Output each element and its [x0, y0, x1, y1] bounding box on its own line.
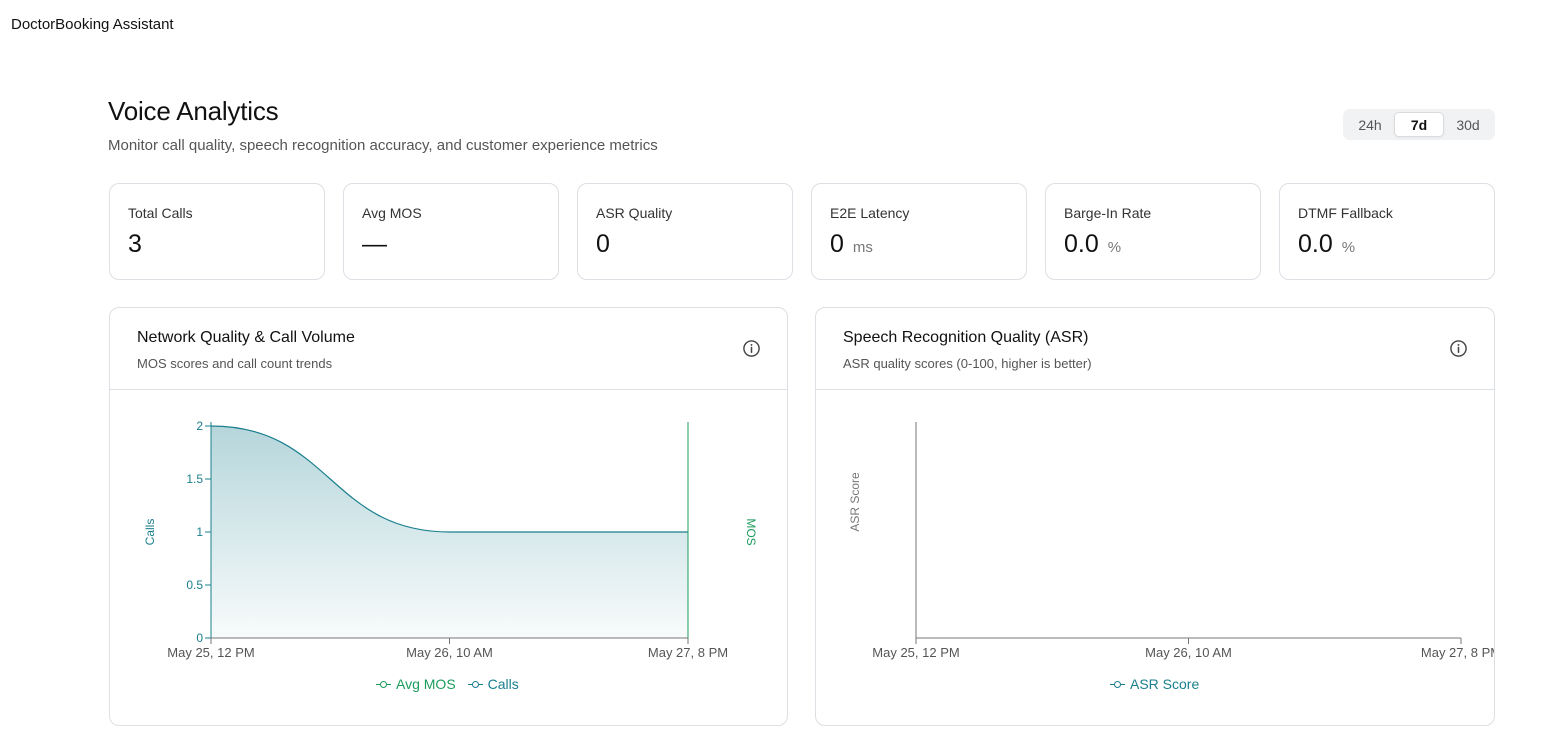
legend-item-avg-mos[interactable]: Avg MOS [376, 676, 456, 692]
stat-label: ASR Quality [596, 205, 673, 221]
y-tick-label: 1.5 [186, 472, 203, 486]
y-tick-label: 2 [196, 419, 203, 433]
stat-card-e2e-latency: E2E Latency 0 ms [811, 183, 1027, 280]
stat-unit: % [1107, 239, 1122, 256]
stat-unit: % [1341, 239, 1356, 256]
y-axis-label-right: MOS [744, 518, 758, 545]
line-marker-icon [1110, 680, 1125, 689]
stat-value: — [362, 230, 387, 259]
range-7d-button[interactable]: 7d [1394, 112, 1444, 137]
x-tick-label: May 25, 12 PM [872, 645, 959, 660]
panel-header: Speech Recognition Quality (ASR) ASR qua… [816, 308, 1494, 390]
asr-chart: May 25, 12 PM May 26, 10 AM May 27, 8 PM AS… [848, 422, 1495, 660]
calls-line [210, 425, 688, 533]
stat-value: 0.0% [1064, 230, 1121, 259]
stat-label: Barge-In Rate [1064, 205, 1152, 221]
x-tick-label: May 25, 12 PM [167, 645, 254, 660]
info-icon[interactable] [742, 339, 761, 358]
panel-title: Speech Recognition Quality (ASR) [843, 329, 1089, 346]
range-24h-button[interactable]: 24h [1358, 116, 1382, 133]
stat-label: E2E Latency [830, 205, 910, 221]
y-axis-label: ASR Score [848, 472, 862, 532]
stat-number: 0 [830, 230, 844, 258]
stat-number: 0 [596, 230, 610, 258]
stat-value: 0 ms [830, 230, 873, 259]
asr-quality-panel: Speech Recognition Quality (ASR) ASR qua… [815, 307, 1495, 726]
panel-subtitle: MOS scores and call count trends [137, 356, 333, 371]
stat-label: Total Calls [128, 205, 193, 221]
stat-card-dtmf-fallback: DTMF Fallback 0.0% [1279, 183, 1495, 280]
page-title: Voice Analytics [108, 96, 279, 126]
network-chart: 0 0.5 1 1.5 2 May 25, 12 PM May 26, 10 AM May 2… [143, 419, 758, 660]
stat-label: DTMF Fallback [1298, 205, 1393, 221]
stat-number: — [362, 230, 387, 258]
y-tick-label: 1 [196, 525, 203, 539]
stat-card-asr-quality: ASR Quality 0 [577, 183, 793, 280]
stat-unit: ms [852, 239, 873, 256]
network-quality-panel: Network Quality & Call Volume MOS scores… [109, 307, 788, 726]
time-range-switch: 24h 7d 30d [1343, 109, 1495, 140]
app-title: DoctorBooking Assistant [11, 16, 174, 33]
stat-card-total-calls: Total Calls 3 [109, 183, 325, 280]
y-axis-label-left: Calls [143, 519, 157, 546]
stat-value: 0 [596, 230, 610, 259]
stat-number: 3 [128, 230, 142, 258]
x-tick-label: May 26, 10 AM [406, 645, 493, 660]
legend-label: ASR Score [1130, 676, 1200, 692]
legend-label: Avg MOS [396, 676, 456, 692]
stat-card-avg-mos: Avg MOS — [343, 183, 559, 280]
stat-card-barge-in-rate: Barge-In Rate 0.0% [1045, 183, 1261, 280]
y-tick-label: 0 [196, 631, 203, 645]
panel-subtitle: ASR quality scores (0-100, higher is bet… [843, 356, 1092, 371]
panel-title: Network Quality & Call Volume [137, 329, 355, 346]
range-30d-button[interactable]: 30d [1456, 116, 1480, 133]
panel-header: Network Quality & Call Volume MOS scores… [110, 308, 787, 390]
legend-label: Calls [487, 676, 519, 692]
x-tick-label: May 26, 10 AM [1145, 645, 1232, 660]
legend-item-asr-score[interactable]: ASR Score [1110, 676, 1199, 692]
stat-label: Avg MOS [362, 205, 422, 221]
stat-value: 0.0% [1298, 230, 1355, 259]
stat-number: 0.0 [1298, 230, 1333, 258]
chart-legend: Avg MOS Calls [376, 676, 519, 692]
legend-item-calls[interactable]: Calls [467, 676, 519, 692]
x-tick-label: May 27, 8 PM [648, 645, 728, 660]
x-tick-label: May 27, 8 PM [1421, 645, 1495, 660]
y-tick-label: 0.5 [186, 578, 203, 592]
stat-number: 0.0 [1064, 230, 1099, 258]
line-marker-icon [376, 680, 391, 689]
stat-value: 3 [128, 230, 142, 259]
page-subtitle: Monitor call quality, speech recognition… [108, 137, 658, 154]
chart-legend: ASR Score [1110, 676, 1199, 692]
line-marker-icon [467, 680, 483, 689]
info-icon[interactable] [1449, 339, 1468, 358]
